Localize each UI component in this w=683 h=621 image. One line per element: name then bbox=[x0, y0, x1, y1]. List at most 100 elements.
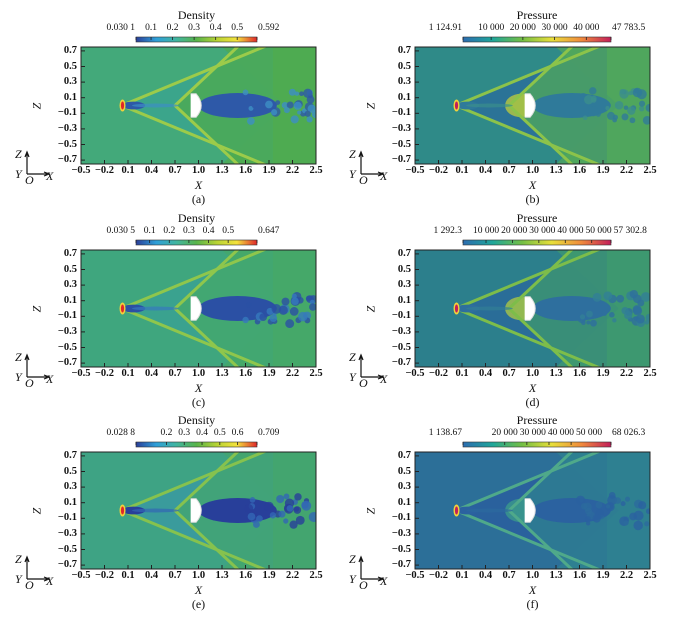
axis-triad-icon bbox=[24, 353, 51, 380]
y-tick-label: −0.7 bbox=[391, 357, 411, 369]
vortex-blob bbox=[286, 101, 294, 109]
contour-plot bbox=[414, 249, 651, 368]
vortex-blob bbox=[623, 520, 629, 526]
x-tick-label: 0.7 bbox=[168, 165, 182, 176]
wake-trail bbox=[131, 508, 179, 513]
y-tick-label: −0.3 bbox=[391, 325, 411, 337]
x-tick-label: 2.2 bbox=[285, 570, 300, 581]
vortex-blob bbox=[264, 501, 274, 511]
body-outline bbox=[524, 498, 536, 523]
y-axis-label: Z bbox=[29, 507, 44, 514]
triad-z-label: Z bbox=[349, 147, 356, 161]
body-outline bbox=[524, 296, 536, 321]
vortex-blob bbox=[283, 518, 289, 524]
colorbar-label: 0.030 5 bbox=[106, 226, 136, 236]
y-tick-label: −0.7 bbox=[391, 559, 411, 571]
vortex-blob bbox=[288, 88, 296, 96]
triad-origin-label: O bbox=[25, 376, 34, 390]
vortex-blob bbox=[592, 292, 602, 302]
triad-x-label: X bbox=[46, 372, 54, 386]
y-tick-label: 0.3 bbox=[397, 279, 411, 291]
y-tick-label: −0.3 bbox=[57, 122, 77, 134]
colorbar-label: 0.4 bbox=[196, 428, 208, 438]
triad-z-label: Z bbox=[349, 552, 356, 566]
colorbar-label: 0.3 bbox=[182, 226, 195, 236]
x-tick-label: 0.4 bbox=[478, 368, 493, 379]
vortex-blob bbox=[256, 515, 263, 522]
axis-triad-icon bbox=[358, 150, 385, 177]
vortex-blob bbox=[247, 512, 256, 521]
x-tick-label: 0.7 bbox=[502, 368, 516, 379]
vortex-blob bbox=[582, 115, 588, 120]
y-tick-label: −0.5 bbox=[391, 341, 411, 353]
y-tick-label: −0.7 bbox=[57, 357, 77, 369]
nose-stagnation-core bbox=[454, 304, 459, 313]
colorbar-label: 50 000 bbox=[585, 226, 612, 236]
y-tick-label: 0.7 bbox=[397, 44, 411, 56]
x-tick-label: 1.9 bbox=[262, 165, 276, 176]
vortex-blob bbox=[633, 88, 639, 94]
colorbar-label: 57 302.8 bbox=[613, 226, 647, 236]
y-tick-label: 0.7 bbox=[63, 449, 77, 461]
nose-stagnation-core bbox=[454, 506, 459, 515]
vortex-blob bbox=[294, 493, 302, 501]
vortex-blob bbox=[285, 319, 295, 329]
x-tick-label: 0.1 bbox=[455, 570, 469, 581]
vortex-blob bbox=[251, 103, 256, 108]
vortex-blob bbox=[269, 512, 277, 519]
vortex-blob bbox=[638, 105, 645, 112]
vortex-blob bbox=[638, 501, 647, 510]
colorbar-label: 40 000 bbox=[573, 23, 600, 33]
colorbar-title: Density bbox=[177, 8, 216, 22]
y-tick-label: 0.5 bbox=[63, 60, 77, 72]
vortex-blob bbox=[247, 117, 255, 125]
vortex-blob bbox=[627, 106, 636, 115]
y-tick-label: 0.5 bbox=[397, 60, 411, 72]
vortex-blob bbox=[590, 319, 597, 327]
x-tick-label: 0.7 bbox=[168, 368, 182, 379]
vortex-blob bbox=[644, 521, 650, 527]
contour-plot bbox=[414, 451, 651, 570]
y-tick-label: −0.1 bbox=[391, 107, 411, 119]
y-tick-label: −0.3 bbox=[57, 527, 77, 539]
triad-y-label: Y bbox=[349, 370, 356, 384]
colorbar-label: 0.6 bbox=[231, 428, 244, 438]
triad-x-label: X bbox=[46, 574, 54, 588]
colorbar-label: 68 026.3 bbox=[612, 428, 646, 438]
triad-y-label: Y bbox=[15, 572, 22, 586]
y-tick-label: 0.3 bbox=[397, 481, 411, 493]
body-outline bbox=[190, 498, 202, 523]
y-tick-label: 0.1 bbox=[397, 496, 411, 508]
vortex-blob bbox=[608, 492, 616, 499]
y-tick-label: −0.5 bbox=[391, 543, 411, 555]
wake-trail bbox=[131, 306, 179, 311]
x-tick-label: 2.5 bbox=[643, 165, 657, 176]
y-tick-label: 0.7 bbox=[397, 247, 411, 259]
x-tick-label: 1.6 bbox=[572, 570, 587, 581]
y-tick-label: −0.1 bbox=[57, 512, 77, 524]
y-tick-label: −0.1 bbox=[391, 310, 411, 322]
x-tick-label: −0.5 bbox=[405, 368, 425, 379]
x-tick-label: 1.6 bbox=[238, 165, 253, 176]
vortex-blob bbox=[298, 311, 308, 322]
x-tick-label: 1.3 bbox=[215, 165, 229, 176]
vortex-blob bbox=[303, 88, 313, 98]
colorbar-label: 10 000 bbox=[478, 23, 505, 33]
x-tick-label: 1.0 bbox=[525, 368, 540, 379]
vortex-blob bbox=[621, 113, 629, 121]
vortex-blob bbox=[293, 506, 302, 514]
vortex-blob bbox=[586, 310, 593, 318]
vortex-blob bbox=[276, 494, 285, 504]
vortex-blob bbox=[291, 293, 297, 299]
x-tick-label: 2.5 bbox=[309, 570, 323, 581]
colorbar-label: 30 000 bbox=[541, 23, 568, 33]
vortex-blob bbox=[269, 314, 278, 323]
x-tick-label: 1.3 bbox=[215, 570, 229, 581]
triad-y-label: Y bbox=[349, 572, 356, 586]
triad-z-label: Z bbox=[15, 552, 22, 566]
x-tick-label: 1.3 bbox=[549, 570, 563, 581]
axis-triad-icon bbox=[24, 150, 51, 177]
vortex-blob bbox=[584, 94, 594, 105]
x-axis-label: X bbox=[194, 381, 203, 395]
vortex-blob bbox=[249, 497, 256, 503]
